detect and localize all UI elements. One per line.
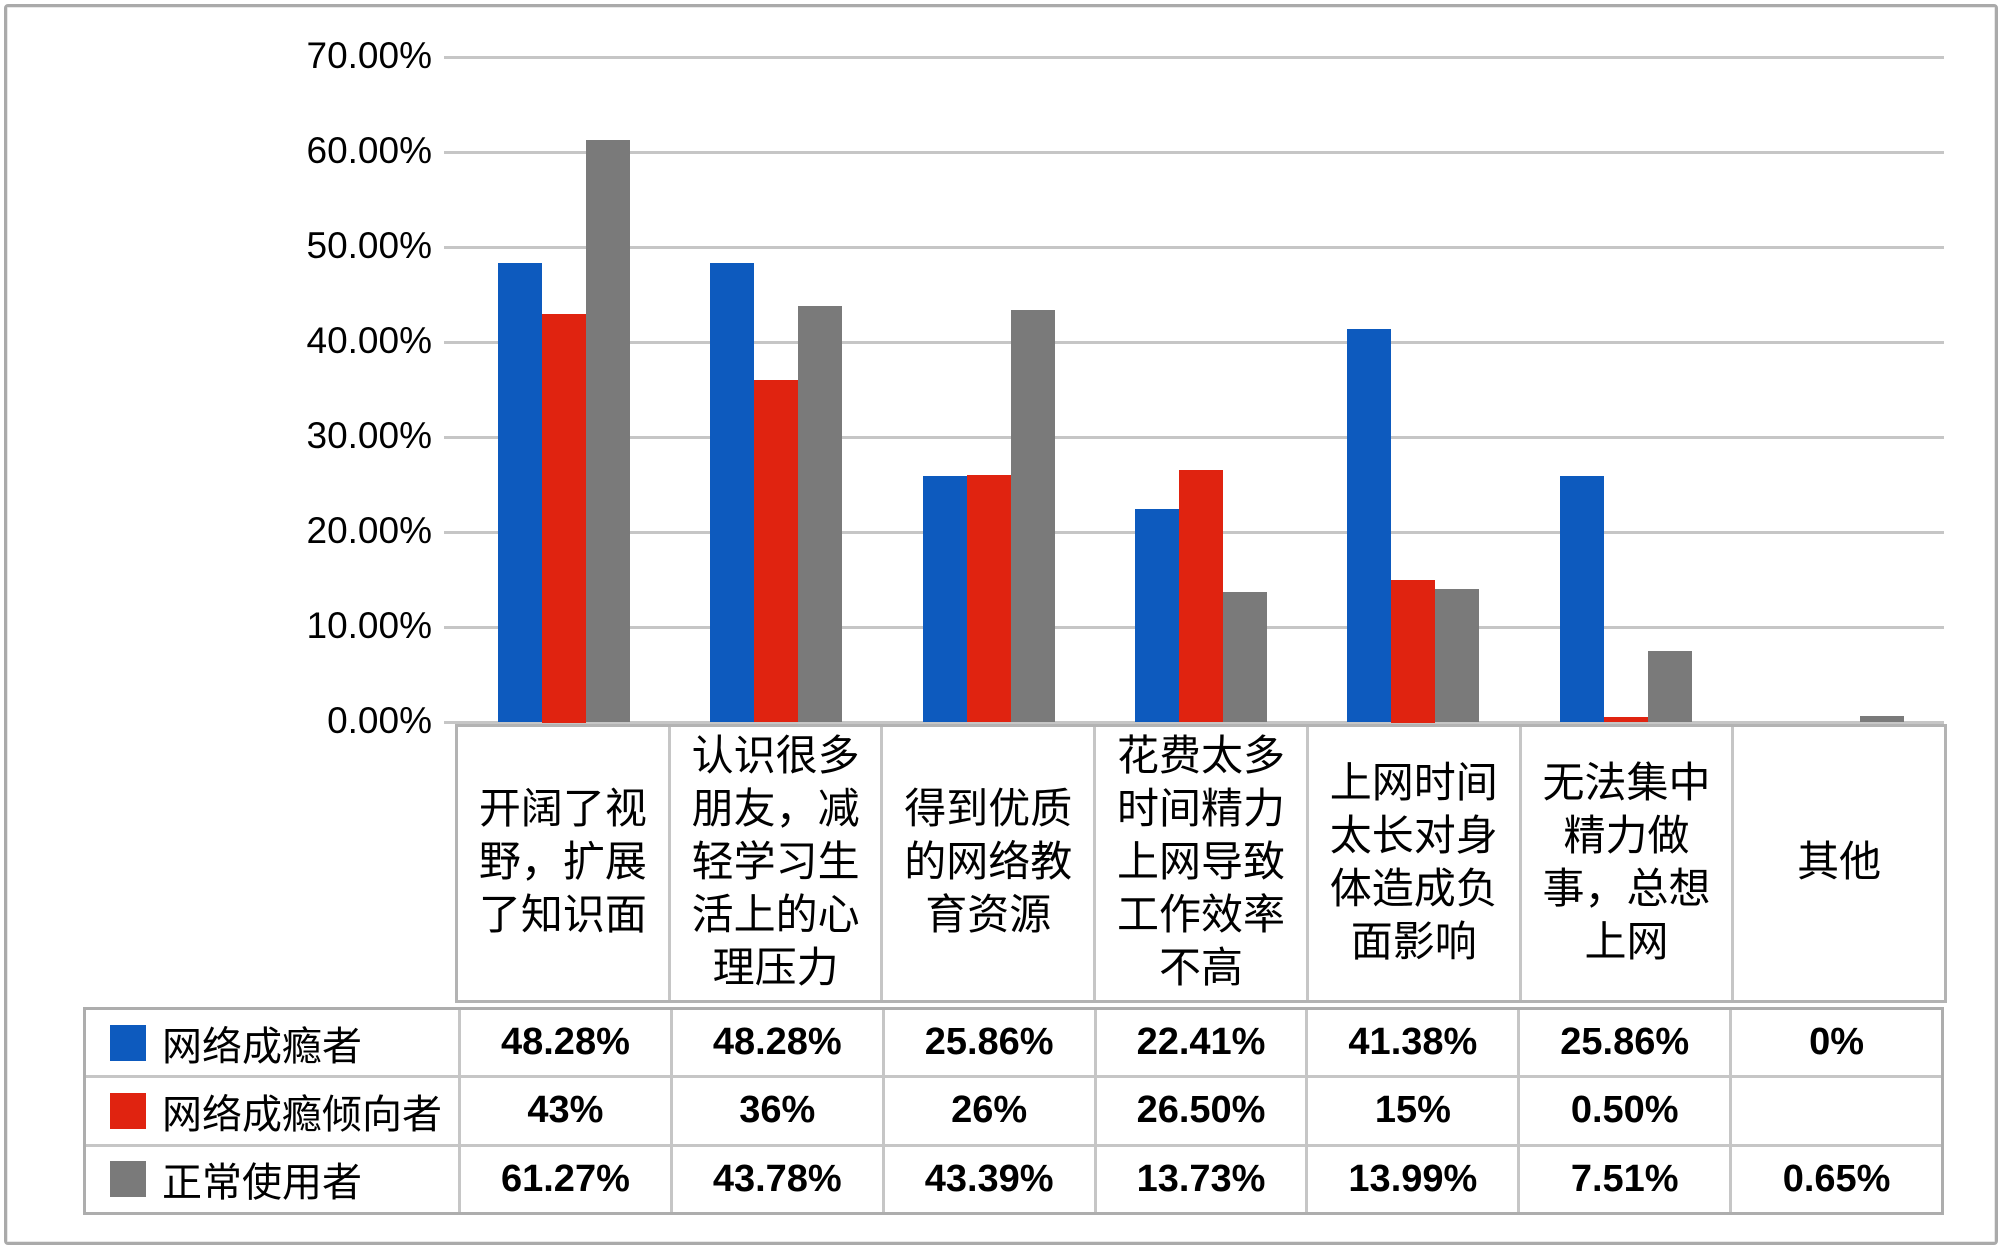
data-table: 网络成瘾者 48.28% 48.28% 25.86% 22.41% 41.38% 25.86…	[83, 1007, 1944, 1215]
value-cell-series1-cat1: 36%	[669, 1078, 882, 1144]
bar-series0-cat2	[923, 476, 967, 722]
bar-series2-cat0	[586, 140, 630, 722]
gridline	[444, 341, 1944, 344]
bar-series0-cat5	[1560, 476, 1604, 722]
legend-cell: 网络成瘾倾向者	[86, 1078, 458, 1143]
value-cell-series0-cat3: 22.41%	[1093, 1010, 1306, 1076]
value-cell-series2-cat0: 61.27%	[458, 1146, 670, 1212]
value-cell-series0-cat4: 41.38%	[1305, 1010, 1517, 1076]
value-cell-series1-cat5: 0.50%	[1517, 1078, 1729, 1144]
value-cell-series2-cat1: 43.78%	[669, 1146, 882, 1212]
legend-cell: 正常使用者	[86, 1147, 458, 1212]
bar-series1-cat0	[542, 314, 586, 723]
legend-cell: 网络成瘾者	[86, 1010, 458, 1075]
legend-label: 网络成瘾者	[162, 1023, 362, 1069]
legend-swatch-series1	[110, 1092, 146, 1129]
gridline	[444, 56, 1944, 59]
bar-series1-cat3	[1179, 470, 1223, 722]
value-cell-series1-cat3: 26.50%	[1093, 1078, 1306, 1144]
category-label-4: 上网时间 太长对身 体造成负 面影响	[1305, 727, 1519, 1000]
legend-label: 正常使用者	[162, 1160, 362, 1206]
y-axis-tick-label: 30.00%	[306, 415, 433, 456]
bar-series1-cat2	[967, 475, 1011, 722]
y-axis-tick-label: 10.00%	[306, 605, 433, 646]
legend-swatch-series0	[110, 1024, 146, 1061]
category-label-2: 得到优质 的网络教 育资源	[880, 727, 1093, 1000]
y-axis-tick-label: 70.00%	[306, 35, 433, 76]
gridline	[444, 246, 1944, 249]
category-label-3: 花费太多 时间精力 上网导致 工作效率 不高	[1093, 727, 1306, 1000]
category-label-6: 其他	[1731, 727, 1944, 1000]
value-cell-series2-cat2: 43.39%	[881, 1146, 1094, 1212]
value-cell-series2-cat4: 13.99%	[1305, 1146, 1517, 1212]
gridline	[444, 721, 1944, 724]
table-row-series0: 网络成瘾者 48.28% 48.28% 25.86% 22.41% 41.38% 25.86…	[86, 1010, 1941, 1076]
value-cell-series2-cat3: 13.73%	[1093, 1146, 1306, 1212]
gridline	[444, 151, 1944, 154]
value-cell-series1-cat6	[1729, 1078, 1941, 1144]
category-label-row: 开阔了视 野，扩展 了知识面 认识很多 朋友，减 轻学习生 活上的心 理压力 得到优…	[455, 724, 1947, 1003]
bar-series0-cat0	[498, 263, 542, 722]
y-axis-tick-label: 20.00%	[306, 510, 433, 551]
bar-series2-cat2	[1011, 310, 1055, 722]
legend-label: 网络成瘾倾向者	[162, 1091, 442, 1137]
bar-series2-cat3	[1223, 592, 1267, 722]
y-axis-tick-label: 60.00%	[306, 130, 433, 171]
y-axis-tick-label: 0.00%	[327, 700, 432, 741]
bar-series0-cat3	[1135, 509, 1179, 722]
bar-series1-cat5	[1604, 717, 1648, 722]
value-cell-series0-cat1: 48.28%	[669, 1010, 882, 1076]
bar-series2-cat1	[798, 306, 842, 722]
bar-series1-cat1	[754, 380, 798, 722]
category-label-5: 无法集中 精力做 事，总想 上网	[1518, 727, 1732, 1000]
bar-series0-cat4	[1347, 329, 1391, 722]
value-cell-series2-cat6: 0.65%	[1729, 1146, 1941, 1212]
legend-swatch-series2	[110, 1161, 146, 1198]
value-cell-series0-cat5: 25.86%	[1517, 1010, 1729, 1076]
bar-series1-cat4	[1391, 580, 1435, 723]
y-axis-tick-label: 40.00%	[306, 320, 433, 361]
category-label-0: 开阔了视 野，扩展 了知识面	[478, 787, 647, 939]
table-row-series2: 正常使用者 61.27% 43.78% 43.39% 13.73% 13.99% 7.51%…	[86, 1143, 1941, 1212]
value-cell-series1-cat0: 43%	[458, 1078, 670, 1144]
table-row-series1: 网络成瘾倾向者 43% 36% 26% 26.50% 15% 0.50%	[86, 1075, 1941, 1144]
value-cell-series0-cat6: 0%	[1729, 1010, 1941, 1076]
bar-series0-cat1	[710, 263, 754, 722]
value-cell-series1-cat2: 26%	[881, 1078, 1094, 1144]
gridline	[444, 436, 1944, 439]
value-cell-series0-cat0: 48.28%	[458, 1010, 670, 1076]
bar-series2-cat6	[1860, 716, 1904, 722]
bar-series2-cat4	[1435, 589, 1479, 722]
value-cell-series1-cat4: 15%	[1305, 1078, 1517, 1144]
value-cell-series0-cat2: 25.86%	[881, 1010, 1094, 1076]
y-axis-tick-label: 50.00%	[306, 225, 433, 266]
value-cell-series2-cat5: 7.51%	[1517, 1146, 1729, 1212]
bar-series2-cat5	[1648, 651, 1692, 722]
category-label-1: 认识很多 朋友，减 轻学习生 活上的心 理压力	[667, 727, 881, 1000]
